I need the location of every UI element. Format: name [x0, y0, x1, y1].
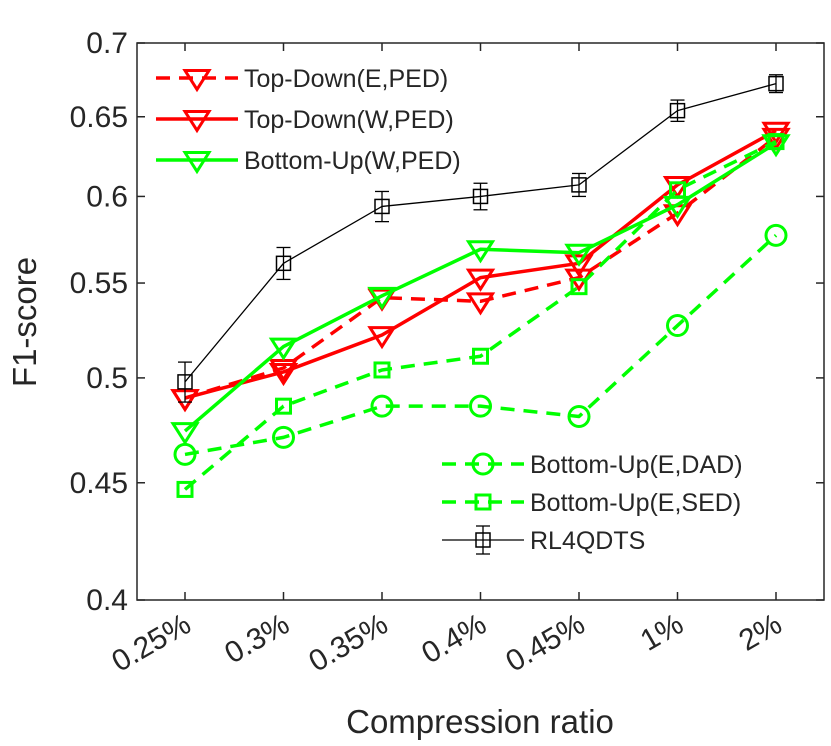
- square-marker: [475, 532, 491, 548]
- y-tick-label: 0.6: [86, 180, 128, 213]
- triangle-marker: [761, 121, 791, 145]
- y-tick-label: 0.65: [70, 101, 128, 134]
- y-tick-label: 0.7: [86, 27, 128, 60]
- square-marker: [571, 177, 587, 193]
- triangle-marker: [182, 110, 212, 134]
- square-marker: [472, 188, 489, 205]
- series-5: [177, 74, 784, 403]
- y-axis: 0.4 0.45 0.5 0.55 0.6 0.65 0.7: [70, 27, 824, 617]
- triangle-marker: [465, 268, 496, 292]
- series-4: [176, 133, 785, 498]
- square-marker: [373, 361, 391, 379]
- circle-marker: [173, 442, 197, 466]
- triangle-marker: [564, 243, 594, 267]
- y-axis-label: F1-score: [6, 257, 43, 387]
- triangle-marker: [268, 337, 299, 361]
- square-marker: [275, 255, 292, 272]
- y-tick-label: 0.55: [70, 267, 128, 300]
- square-marker: [768, 75, 784, 92]
- circle-marker: [469, 394, 492, 418]
- circle-marker: [272, 425, 295, 449]
- circle-marker: [471, 452, 495, 476]
- legend-bottom-right: Bottom-Up(E,DAD) Bottom-Up(E,SED) RL4QDTS: [442, 451, 743, 555]
- legend-item: RL4QDTS: [442, 525, 645, 555]
- triangle-marker: [465, 292, 496, 316]
- plot-background: [137, 43, 824, 600]
- square-marker: [669, 102, 686, 119]
- legend-label: Bottom-Up(E,DAD): [530, 451, 743, 479]
- square-marker: [176, 480, 194, 498]
- x-tick-label: 2%: [733, 607, 787, 657]
- triangle-marker: [564, 254, 594, 278]
- triangle-marker: [465, 240, 496, 264]
- plot-area: [170, 74, 791, 498]
- x-tick-label: 0.4%: [416, 607, 492, 670]
- square-marker: [374, 198, 390, 215]
- legend-label: Bottom-Up(W,PED): [244, 147, 461, 175]
- square-marker: [669, 181, 686, 199]
- square-marker: [767, 133, 785, 151]
- series-line: [183, 139, 777, 491]
- square-marker: [570, 278, 588, 296]
- triangle-marker: [170, 422, 200, 446]
- legend-item: Bottom-Up(E,DAD): [442, 451, 743, 479]
- square-marker: [177, 374, 193, 390]
- series-line: [184, 129, 777, 400]
- circle-marker: [666, 314, 689, 338]
- y-tick-label: 0.4: [86, 584, 128, 617]
- y-tick-label: 0.45: [70, 467, 128, 500]
- series-line: [184, 234, 778, 457]
- square-marker: [275, 397, 292, 415]
- legend-item: Top-Down(W,PED): [156, 106, 454, 134]
- legend-item: Bottom-Up(E,SED): [442, 489, 741, 517]
- circle-marker: [567, 404, 591, 428]
- series-3: [173, 223, 788, 466]
- x-tick-label: 1%: [635, 607, 689, 657]
- legend-label: RL4QDTS: [530, 527, 645, 555]
- triangle-marker: [268, 363, 299, 387]
- square-marker: [472, 347, 489, 365]
- circle-marker: [764, 223, 788, 247]
- x-axis-label: Compression ratio: [346, 703, 614, 740]
- triangle-marker: [182, 69, 212, 93]
- triangle-marker: [367, 286, 397, 310]
- legend-label: Top-Down(W,PED): [244, 106, 454, 134]
- legend-label: Top-Down(E,PED): [244, 65, 448, 93]
- legend-label: Bottom-Up(E,SED): [530, 489, 741, 517]
- y-tick-label: 0.5: [86, 362, 128, 395]
- legend-item: Top-Down(E,PED): [156, 65, 448, 93]
- series-line: [183, 141, 777, 433]
- square-marker: [474, 493, 492, 511]
- circle-marker: [370, 394, 394, 418]
- x-tick-label: 0.3%: [219, 607, 295, 670]
- x-tick-label: 0.45%: [500, 607, 590, 678]
- legend-item: Bottom-Up(W,PED): [156, 147, 461, 175]
- x-tick-label: 0.35%: [303, 607, 393, 678]
- triangle-marker: [367, 326, 397, 350]
- triangle-marker: [182, 151, 212, 175]
- legend-top-left: Top-Down(E,PED) Top-Down(W,PED) Bottom-Up(…: [156, 65, 461, 175]
- series-line: [184, 135, 778, 400]
- x-tick-label: 0.25%: [106, 607, 196, 678]
